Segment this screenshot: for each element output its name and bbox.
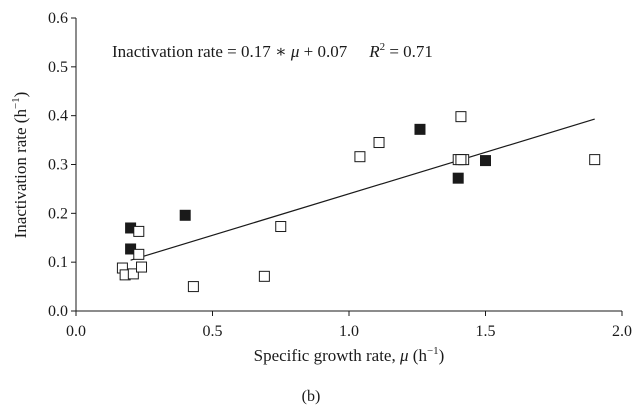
y-tick-label: 0.6 — [48, 10, 68, 27]
filled-square-point — [480, 155, 491, 167]
open-square-point — [455, 154, 467, 166]
open-square-point — [455, 111, 467, 123]
open-square-point — [258, 270, 270, 282]
open-square-point — [127, 268, 139, 280]
open-square-point — [275, 221, 287, 233]
x-tick-label: 1.0 — [339, 323, 359, 340]
x-tick-label: 0.5 — [203, 323, 223, 340]
open-square-point — [589, 154, 601, 166]
filled-square-point — [452, 172, 464, 184]
y-tick-label: 0.3 — [48, 157, 68, 174]
data-points — [116, 111, 601, 293]
trend-line — [130, 118, 595, 261]
open-square-point — [133, 225, 145, 237]
x-tick-label: 0.0 — [66, 323, 86, 340]
x-tick-label: 1.5 — [476, 323, 496, 340]
open-square-point — [133, 248, 145, 260]
y-tick-label: 0.0 — [48, 303, 68, 320]
y-ticks: 0.0 0.1 0.2 0.3 0.4 0.5 0.6 — [48, 10, 76, 320]
filled-square-point — [414, 123, 426, 135]
filled-square-point — [179, 209, 191, 221]
open-square-point — [136, 261, 148, 273]
y-tick-label: 0.4 — [48, 108, 68, 125]
open-square-point — [373, 137, 385, 149]
y-tick-label: 0.5 — [48, 59, 68, 76]
x-axis-label: Specific growth rate, μ (h−1) — [254, 345, 445, 365]
open-square-point — [187, 281, 199, 293]
x-tick-label: 2.0 — [612, 323, 632, 340]
y-axis-label: Inactivation rate (h−1) — [10, 92, 30, 239]
y-tick-label: 0.2 — [48, 205, 68, 222]
axes — [75, 18, 622, 312]
y-tick-label: 0.1 — [48, 254, 68, 271]
x-ticks: 0.0 0.5 1.0 1.5 2.0 — [66, 311, 632, 340]
open-square-point — [354, 151, 366, 163]
equation-annotation: Inactivation rate = 0.17 ∗ μ + 0.07 R2 = … — [112, 41, 433, 61]
figure-caption: (b) — [302, 388, 321, 405]
